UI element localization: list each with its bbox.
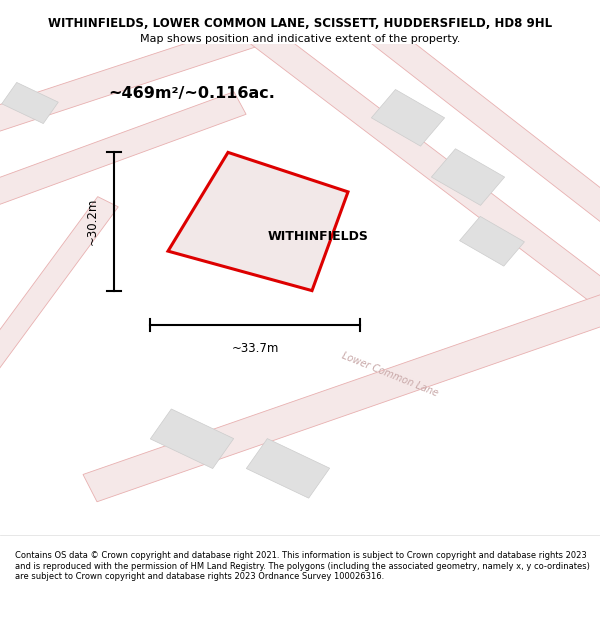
Polygon shape <box>431 149 505 206</box>
Polygon shape <box>371 89 445 146</box>
Text: ~30.2m: ~30.2m <box>86 198 99 245</box>
Text: ~469m²/~0.116ac.: ~469m²/~0.116ac. <box>109 86 275 101</box>
Polygon shape <box>0 18 275 139</box>
Polygon shape <box>320 0 600 260</box>
Polygon shape <box>0 197 118 394</box>
Polygon shape <box>83 287 600 502</box>
Text: Lower Common Lane: Lower Common Lane <box>340 351 440 399</box>
Polygon shape <box>247 439 329 498</box>
Polygon shape <box>230 10 600 324</box>
Polygon shape <box>2 82 58 124</box>
Text: ~33.7m: ~33.7m <box>232 342 278 356</box>
Polygon shape <box>460 216 524 266</box>
Text: WITHINFIELDS: WITHINFIELDS <box>268 230 368 242</box>
Polygon shape <box>168 152 348 291</box>
Text: Map shows position and indicative extent of the property.: Map shows position and indicative extent… <box>140 34 460 44</box>
Text: WITHINFIELDS, LOWER COMMON LANE, SCISSETT, HUDDERSFIELD, HD8 9HL: WITHINFIELDS, LOWER COMMON LANE, SCISSET… <box>48 18 552 30</box>
Text: Contains OS data © Crown copyright and database right 2021. This information is : Contains OS data © Crown copyright and d… <box>15 551 590 581</box>
Polygon shape <box>151 409 233 469</box>
Polygon shape <box>0 92 246 213</box>
